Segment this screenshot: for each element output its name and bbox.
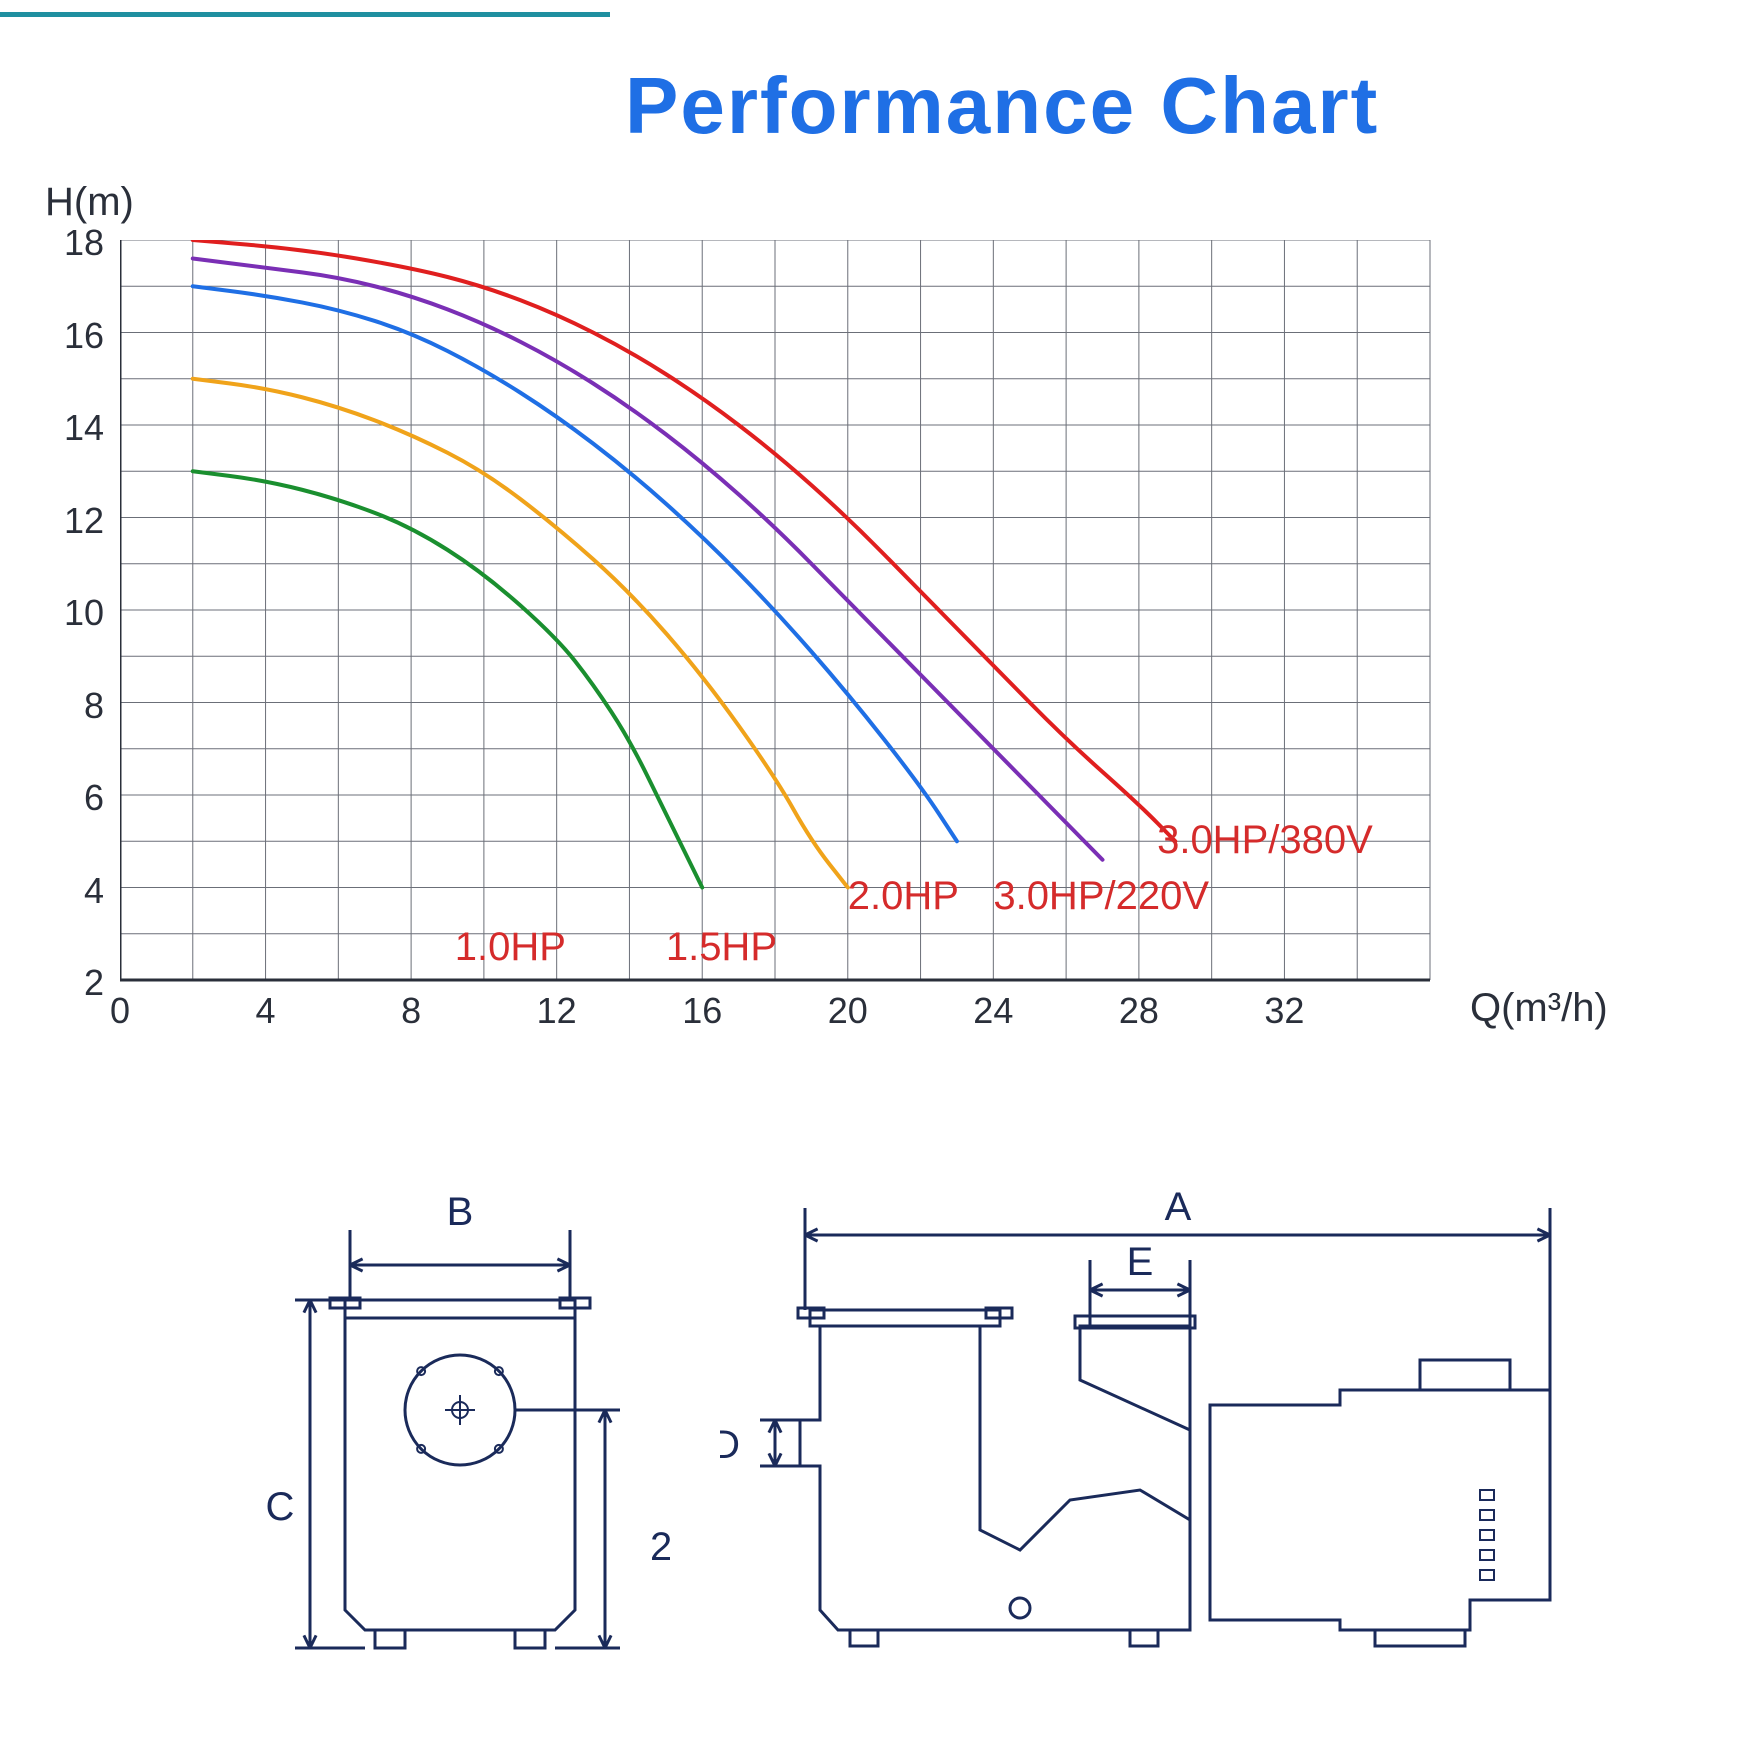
x-axis-label: Q(m³/h)	[1470, 986, 1608, 1031]
tick-label: 16	[64, 315, 104, 357]
performance-chart	[120, 240, 1440, 990]
series-label: 3.0HP/380V	[1157, 818, 1373, 863]
tick-label: 24	[973, 990, 1013, 1032]
series-label: 3.0HP/220V	[993, 874, 1209, 919]
tick-label: 4	[256, 990, 276, 1032]
tick-label: 16	[682, 990, 722, 1032]
svg-text:B: B	[447, 1190, 474, 1234]
tick-label: 18	[64, 222, 104, 264]
tick-label: 0	[110, 990, 130, 1032]
tick-label: 8	[401, 990, 421, 1032]
svg-text:E: E	[1127, 1240, 1154, 1284]
tick-label: 20	[828, 990, 868, 1032]
diagram-side-view: AE D	[720, 1190, 1600, 1690]
y-axis-label: H(m)	[45, 180, 134, 225]
title-underline	[0, 12, 610, 17]
series-label: 1.0HP	[455, 925, 566, 970]
tick-label: 32	[1264, 990, 1304, 1032]
tick-label: 2	[84, 962, 104, 1004]
tick-label: 28	[1119, 990, 1159, 1032]
svg-text:D: D	[720, 1423, 740, 1467]
series-label: 2.0HP	[848, 874, 959, 919]
tick-label: 8	[84, 685, 104, 727]
tick-label: 12	[537, 990, 577, 1032]
tick-label: 12	[64, 500, 104, 542]
diagram-front-view: B C 200	[250, 1190, 670, 1690]
svg-text:200: 200	[650, 1525, 670, 1569]
svg-text:A: A	[1165, 1190, 1192, 1229]
tick-label: 14	[64, 407, 104, 449]
series-label: 1.5HP	[666, 925, 777, 970]
page-title: Performance Chart	[625, 60, 1379, 152]
tick-label: 4	[84, 870, 104, 912]
tick-label: 10	[64, 592, 104, 634]
tick-label: 6	[84, 777, 104, 819]
svg-text:C: C	[266, 1485, 295, 1529]
